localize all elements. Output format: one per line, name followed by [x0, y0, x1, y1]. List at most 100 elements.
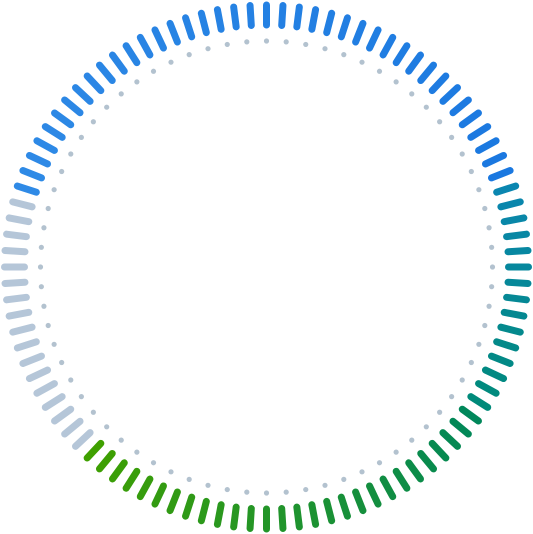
tick-blue — [405, 51, 424, 75]
tick-inactive — [13, 338, 40, 352]
inner-dot — [459, 377, 465, 383]
inner-dot — [224, 486, 230, 493]
tick-blue — [122, 42, 141, 67]
inner-dot — [476, 341, 482, 347]
inner-dot — [186, 476, 192, 482]
inner-dot — [59, 168, 65, 175]
inner-dot — [90, 409, 96, 415]
tick-blue — [41, 123, 66, 141]
tick-green — [278, 505, 287, 532]
inner-dot — [68, 151, 74, 157]
tick-blue — [246, 2, 255, 29]
tick-blue — [33, 137, 58, 154]
tick-blue — [379, 33, 397, 59]
inner-dot — [468, 168, 474, 175]
tick-green — [230, 503, 240, 531]
tick-blue — [337, 14, 351, 41]
tick-blue — [136, 33, 154, 59]
tick-blue — [166, 19, 181, 46]
tick-inactive — [72, 429, 94, 450]
inner-dot — [423, 424, 429, 430]
inner-dot — [68, 377, 74, 383]
inner-dot — [38, 284, 44, 290]
tick-blue — [366, 26, 382, 52]
tick-inactive — [9, 198, 36, 211]
inner-dot — [104, 424, 110, 430]
tick-blue — [51, 109, 75, 129]
tick-blue — [488, 167, 514, 182]
inner-dot — [476, 187, 482, 193]
tick-teal — [500, 214, 528, 226]
inner-dot — [134, 79, 140, 85]
inner-dot — [168, 59, 174, 65]
tick-green — [337, 493, 351, 520]
tick-blue — [95, 61, 116, 85]
tick-teal — [493, 182, 520, 196]
tick-green — [308, 501, 320, 528]
tick-blue — [352, 19, 367, 46]
tick-blue — [19, 167, 45, 182]
inner-dot — [409, 437, 415, 443]
tick-teal — [504, 278, 532, 287]
tick-blue — [72, 84, 94, 105]
inner-dot — [409, 91, 415, 97]
inner-dot — [118, 91, 124, 97]
tick-green — [246, 505, 255, 532]
inner-dot — [205, 46, 211, 52]
inner-dot — [449, 134, 455, 140]
tick-inactive — [5, 214, 33, 226]
inner-dot — [322, 482, 328, 488]
tick-inactive — [51, 405, 75, 425]
inner-dot — [59, 359, 65, 366]
tick-blue — [182, 14, 196, 41]
inner-dot — [41, 303, 47, 309]
tick-blue — [230, 3, 240, 31]
tick-blue — [197, 9, 210, 37]
inner-dot — [244, 39, 250, 45]
tick-teal — [493, 338, 520, 352]
inner-dot — [489, 264, 496, 270]
inner-dot — [118, 437, 124, 443]
tick-green — [439, 429, 461, 450]
tick-green — [151, 482, 167, 508]
tick-green — [449, 417, 472, 438]
inner-dot — [303, 486, 309, 493]
tick-blue — [417, 61, 438, 85]
inner-dot — [283, 39, 289, 45]
tick-green — [323, 497, 336, 525]
tick-blue — [475, 137, 500, 154]
tick-teal — [497, 198, 524, 211]
tick-green — [428, 439, 450, 462]
inner-dot — [90, 119, 96, 125]
tick-inactive — [9, 323, 36, 336]
tick-green — [213, 501, 225, 528]
inner-dot — [224, 41, 230, 48]
inner-dot — [51, 341, 57, 347]
tick-green — [379, 475, 397, 501]
inner-dot — [263, 38, 270, 44]
inner-dot — [459, 151, 465, 157]
tick-blue — [467, 123, 492, 141]
tick-blue — [25, 151, 52, 168]
tick-inactive — [41, 393, 66, 411]
tick-inactive — [33, 380, 58, 397]
tick-inactive — [5, 308, 33, 320]
inner-dot — [186, 52, 192, 58]
inner-dot — [486, 303, 492, 309]
tick-inactive — [25, 366, 52, 383]
inner-dot — [341, 52, 347, 58]
inner-dot — [489, 284, 495, 290]
inner-dot — [322, 46, 328, 52]
tick-blue — [13, 182, 40, 196]
tick-blue — [323, 9, 336, 37]
inner-dot — [41, 225, 47, 231]
tick-inactive — [61, 417, 84, 438]
inner-dot — [303, 41, 309, 48]
tick-teal — [497, 323, 524, 336]
tick-blue — [392, 42, 411, 67]
inner-dot — [376, 460, 383, 466]
inner-dot — [423, 104, 429, 110]
inner-dot — [134, 449, 140, 455]
inner-dot — [468, 359, 474, 366]
